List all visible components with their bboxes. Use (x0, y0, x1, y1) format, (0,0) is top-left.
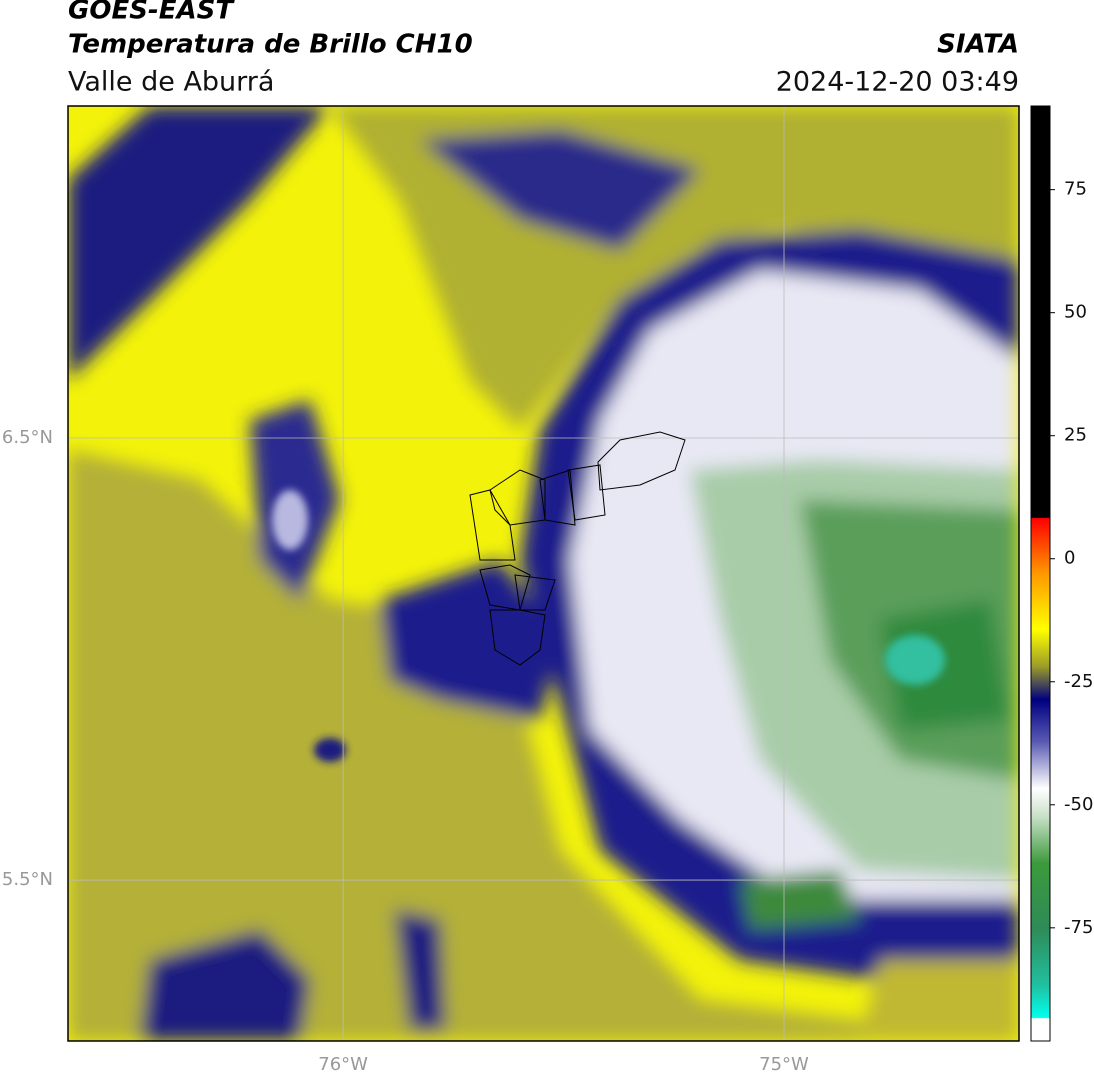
colorbar-tick-label: 0 (1064, 548, 1075, 569)
satellite-image (68, 106, 1019, 1041)
colorbar-tick-label: 50 (1064, 302, 1087, 323)
datetime: 2024-12-20 03:49 (776, 67, 1019, 98)
map-frame (67, 105, 1020, 1042)
x-tick-label: 75°W (759, 1054, 809, 1075)
product: Temperatura de Brillo CH10 (68, 30, 473, 60)
colorbar-tick-label: 25 (1064, 425, 1087, 446)
colorbar-tick-label: 75 (1064, 179, 1087, 200)
source: SIATA (937, 30, 1019, 60)
colorbar-tick-label: -75 (1064, 917, 1093, 938)
satellite: GOES-EAST (68, 0, 235, 26)
colorbar-tick-label: -50 (1064, 794, 1093, 815)
municipal-boundaries (469, 431, 686, 666)
y-tick-label: 5.5°N (2, 869, 53, 890)
colorbar (1030, 105, 1051, 1042)
y-tick-label: 6.5°N (2, 427, 53, 448)
grid (68, 106, 1019, 1041)
x-tick-label: 76°W (318, 1054, 368, 1075)
region: Valle de Aburrá (68, 67, 274, 98)
colorbar-tick-label: -25 (1064, 671, 1093, 692)
